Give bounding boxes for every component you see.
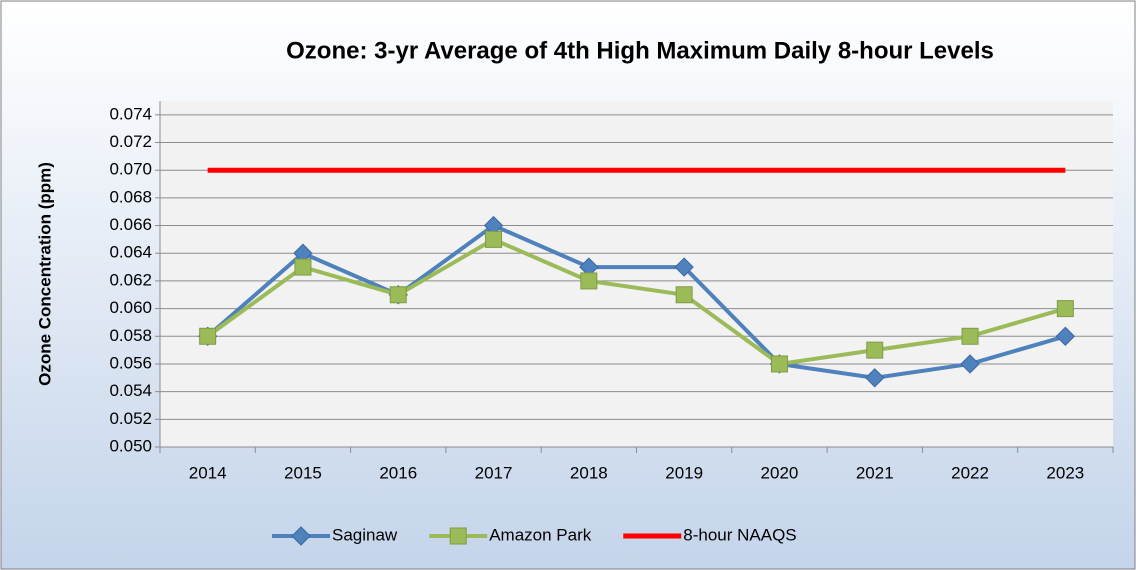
series-marker (674, 257, 694, 277)
series-marker (199, 327, 217, 345)
y-tick-label: 0.050 (109, 436, 152, 455)
y-axis-label: Ozone Concentration (ppm) (35, 162, 54, 386)
series-marker (961, 327, 979, 345)
x-tick-label: 2017 (475, 463, 513, 482)
series-marker (1055, 326, 1076, 346)
y-tick-label: 0.062 (109, 270, 152, 289)
plot-area (160, 101, 1113, 447)
series-marker (960, 354, 980, 374)
y-tick-label: 0.070 (109, 160, 152, 179)
x-tick-label: 2014 (189, 463, 227, 482)
series-marker (675, 286, 693, 304)
series-line (206, 223, 1066, 380)
legend-label: 8-hour NAAQS (683, 525, 796, 544)
series-marker (865, 368, 885, 388)
series-marker (580, 272, 598, 290)
y-tick-label: 0.060 (109, 298, 152, 317)
x-tick-label: 2016 (379, 463, 417, 482)
legend-marker (449, 527, 467, 545)
x-tick-label: 2018 (570, 463, 608, 482)
x-tick-label: 2023 (1046, 463, 1084, 482)
x-tick-label: 2020 (761, 463, 799, 482)
y-tick-label: 0.068 (109, 187, 152, 206)
x-tick-label: 2022 (951, 463, 989, 482)
x-tick-label: 2015 (284, 463, 322, 482)
series-marker (1056, 300, 1074, 318)
y-tick-label: 0.072 (109, 132, 152, 151)
chart-title: Ozone: 3-yr Average of 4th High Maximum … (286, 37, 994, 64)
series-line (206, 237, 1066, 367)
x-tick-label: 2019 (665, 463, 703, 482)
y-tick-label: 0.054 (109, 381, 152, 400)
y-tick-label: 0.066 (109, 215, 152, 234)
y-tick-label: 0.056 (109, 353, 152, 372)
y-tick-label: 0.058 (109, 326, 152, 345)
legend-label: Amazon Park (489, 525, 592, 544)
series-marker (770, 355, 788, 373)
legend-marker (291, 526, 311, 546)
y-tick-label: 0.074 (109, 104, 152, 123)
y-tick-label: 0.052 (109, 409, 152, 428)
y-tick-label: 0.064 (109, 243, 152, 262)
series-marker (294, 258, 312, 276)
series-marker (866, 341, 884, 359)
legend-label: Saginaw (332, 525, 398, 544)
series-marker (389, 286, 407, 304)
x-tick-label: 2021 (856, 463, 894, 482)
series-marker (485, 230, 503, 248)
